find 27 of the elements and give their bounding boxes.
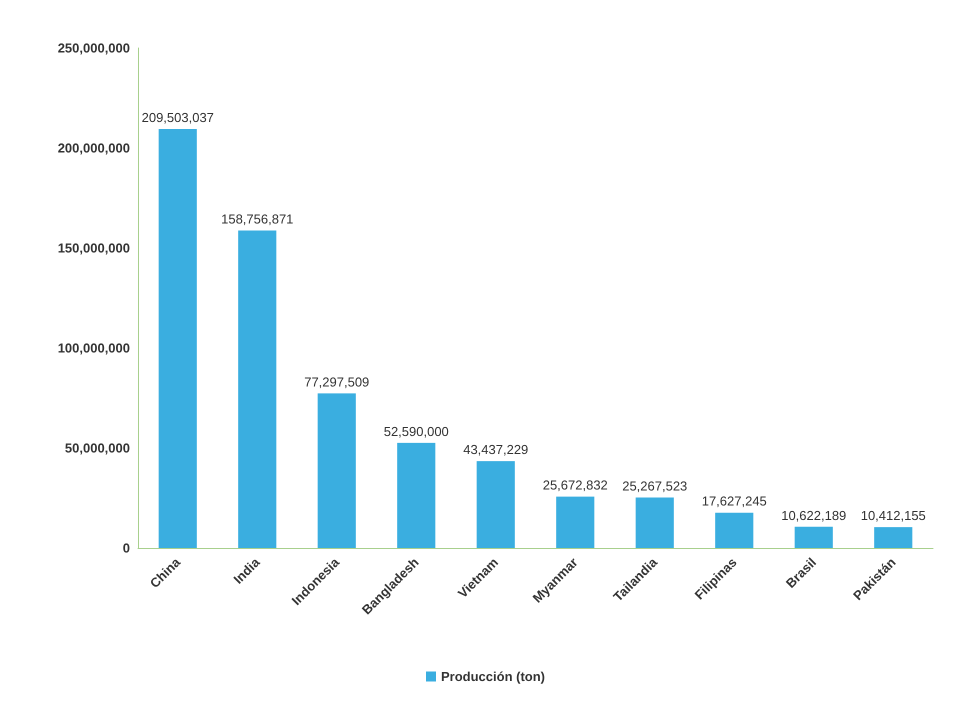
y-tick-label: 250,000,000 (58, 40, 130, 56)
bar (397, 442, 436, 548)
y-tick-label: 200,000,000 (58, 140, 130, 156)
bar (794, 526, 833, 548)
y-tick-label: 0 (122, 540, 130, 556)
legend-label: Producción (ton) (441, 669, 546, 684)
bar (556, 496, 594, 548)
data-label: 25,267,523 (622, 478, 688, 494)
data-label: 25,672,832 (542, 478, 608, 493)
data-label: 158,756,871 (221, 211, 294, 226)
data-label: 10,412,155 (860, 508, 926, 524)
data-label: 10,622,189 (781, 508, 846, 523)
data-label: 77,297,509 (304, 374, 370, 390)
y-tick-label: 150,000,000 (58, 240, 130, 256)
data-label: 209,503,037 (142, 110, 214, 125)
y-tick-label: 50,000,000 (64, 440, 130, 456)
data-label: 17,627,245 (702, 494, 767, 509)
bar (476, 461, 515, 548)
y-tick-label: 100,000,000 (58, 340, 130, 356)
data-label: 52,590,000 (384, 424, 449, 439)
bar (636, 497, 674, 548)
bar (318, 393, 356, 548)
data-label: 43,437,229 (463, 442, 528, 458)
bar (715, 512, 754, 548)
bar (158, 128, 197, 548)
bar (874, 527, 912, 548)
bar (238, 230, 276, 548)
